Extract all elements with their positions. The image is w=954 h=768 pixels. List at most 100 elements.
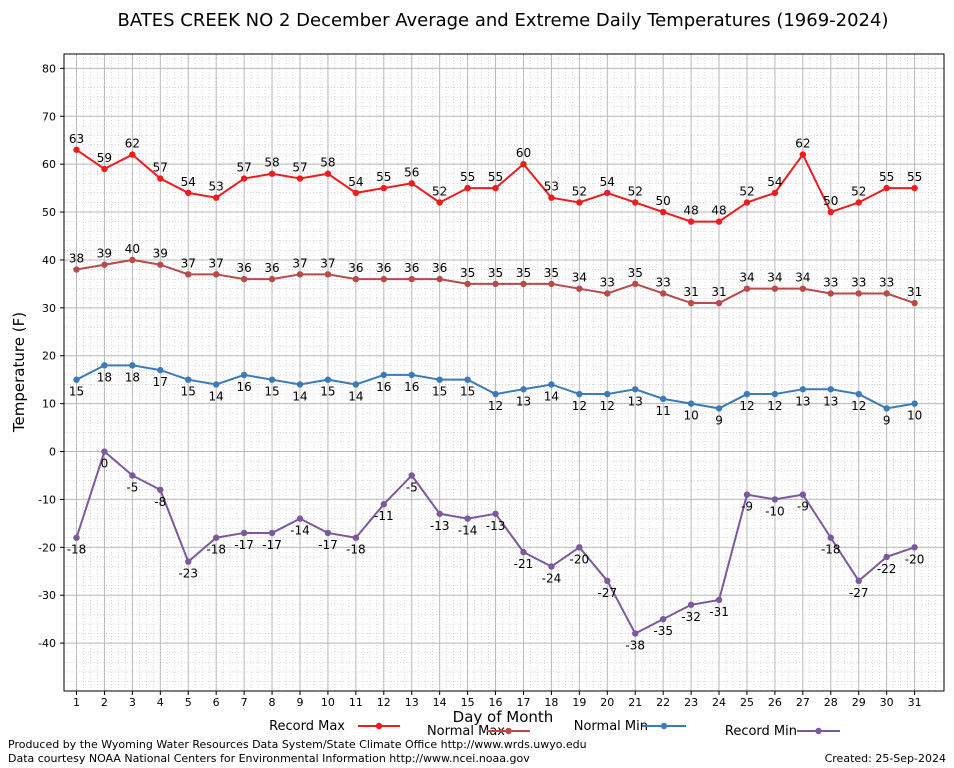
data-point-normal-min: [212, 381, 220, 388]
data-label-record-max: 48: [683, 204, 698, 218]
data-label-record-min: -13: [430, 519, 450, 533]
data-label-record-max: 55: [907, 170, 922, 184]
data-label-normal-max: 37: [209, 256, 224, 270]
data-point-record-max: [212, 194, 220, 201]
data-label-normal-min: 13: [628, 394, 643, 408]
data-label-normal-min: 11: [656, 404, 671, 418]
data-point-normal-max: [324, 271, 332, 278]
data-label-normal-max: 36: [432, 261, 447, 275]
data-point-normal-min: [492, 390, 499, 398]
data-label-record-max: 52: [628, 184, 643, 198]
data-point-normal-max: [73, 266, 80, 273]
data-label-record-max: 52: [739, 184, 754, 198]
y-tick-label: -20: [38, 541, 56, 554]
y-tick-label: 70: [42, 110, 56, 123]
data-label-normal-max: 34: [795, 271, 810, 285]
x-tick-label: 17: [516, 696, 530, 709]
data-label-record-min: -14: [290, 524, 310, 538]
data-label-normal-min: 10: [683, 409, 698, 423]
data-point-record-max: [520, 160, 527, 168]
data-point-normal-min: [827, 386, 834, 393]
data-point-normal-max: [464, 280, 471, 288]
series-record-min: -18 0 -5 -8 -23 -18 -17 -17 -14 -17 -18 -11 -5 -13 -14…: [67, 448, 924, 653]
data-point-record-max: [101, 165, 108, 173]
data-label-normal-min: 13: [516, 394, 531, 408]
data-label-record-min: -14: [458, 524, 478, 538]
data-label-record-max: 55: [460, 170, 475, 184]
data-point-normal-max: [799, 285, 807, 292]
data-label-record-max: 55: [488, 170, 503, 184]
x-tick-label: 16: [489, 696, 503, 709]
x-tick-label: 4: [157, 696, 164, 709]
data-point-record-max: [687, 218, 695, 225]
data-point-normal-min: [715, 405, 723, 412]
data-point-normal-max: [855, 290, 862, 297]
data-label-record-min: -38: [625, 639, 645, 653]
x-tick-label: 11: [349, 696, 363, 709]
data-label-normal-max: 35: [544, 266, 559, 280]
data-point-normal-max: [352, 275, 360, 283]
data-point-normal-min: [101, 362, 108, 369]
data-label-record-min: -24: [542, 571, 562, 585]
x-tick-label: 7: [241, 696, 248, 709]
data-point-normal-max: [157, 261, 164, 268]
y-tick-label: -30: [38, 589, 56, 602]
legend-label-normal-min: Normal Min: [574, 719, 648, 734]
y-tick-label: 30: [42, 302, 56, 315]
data-point-record-max: [157, 175, 164, 182]
data-label-record-min: -27: [849, 586, 869, 600]
data-label-normal-min: 15: [69, 385, 84, 399]
data-point-record-max: [296, 175, 304, 182]
data-point-normal-min: [324, 376, 332, 383]
y-tick-label: 0: [49, 446, 56, 459]
data-label-normal-max: 39: [97, 247, 112, 261]
data-point-record-min: [352, 534, 360, 541]
x-tick-label: 19: [572, 696, 586, 709]
data-point-normal-max: [771, 285, 779, 292]
data-point-normal-min: [380, 371, 388, 379]
data-point-record-min: [687, 601, 695, 608]
data-label-record-min: -18: [821, 543, 841, 557]
series-normal-max: 38 39 40 39 37 37 36 36 37 37 36 36 36 36 35 35 35 35 34 33…: [69, 242, 922, 307]
data-label-normal-max: 35: [460, 266, 475, 280]
data-point-record-min: [576, 544, 583, 551]
data-point-normal-max: [185, 271, 192, 278]
data-label-normal-max: 35: [516, 266, 531, 280]
data-label-record-max: 50: [656, 194, 671, 208]
data-label-normal-min: 15: [432, 385, 447, 399]
data-point-record-min: [240, 529, 248, 537]
x-tick-label: 12: [377, 696, 391, 709]
data-label-normal-max: 31: [907, 285, 922, 299]
legend-marker-normal-max: [505, 727, 512, 735]
data-label-record-min: -17: [262, 538, 282, 552]
legend-label-record-min: Record Min: [725, 724, 797, 739]
data-label-normal-min: 14: [292, 389, 307, 403]
y-axis-label: Temperature (F): [10, 312, 28, 433]
chart-title: BATES CREEK NO 2 December Average and Ex…: [118, 10, 889, 31]
data-point-record-min: [659, 615, 667, 623]
data-label-normal-min: 12: [600, 399, 615, 413]
legend-marker-record-min: [815, 727, 822, 735]
legend-label-record-max: Record Max: [269, 719, 345, 734]
data-label-record-min: -22: [877, 562, 897, 576]
data-point-normal-min: [632, 386, 639, 393]
minor-grid: [64, 54, 944, 691]
data-label-normal-min: 15: [264, 385, 279, 399]
data-label-record-max: 62: [125, 137, 140, 151]
data-point-normal-min: [576, 390, 583, 398]
data-label-record-max: 54: [600, 175, 615, 189]
data-label-record-max: 58: [320, 156, 335, 170]
x-tick-label: 23: [684, 696, 698, 709]
data-label-normal-max: 36: [348, 261, 363, 275]
y-tick-label: -10: [38, 493, 56, 506]
data-point-normal-max: [883, 290, 890, 297]
data-point-normal-max: [380, 275, 388, 283]
data-label-record-min: -11: [374, 509, 394, 523]
footer-data-courtesy: Data courtesy NOAA National Centers for …: [8, 752, 530, 765]
data-label-normal-max: 31: [683, 285, 698, 299]
data-point-normal-min: [687, 400, 695, 407]
legend-label-normal-max: Normal Max: [427, 724, 505, 739]
x-tick-label: 5: [185, 696, 192, 709]
x-tick-label: 10: [321, 696, 335, 709]
data-point-normal-min: [855, 390, 862, 398]
